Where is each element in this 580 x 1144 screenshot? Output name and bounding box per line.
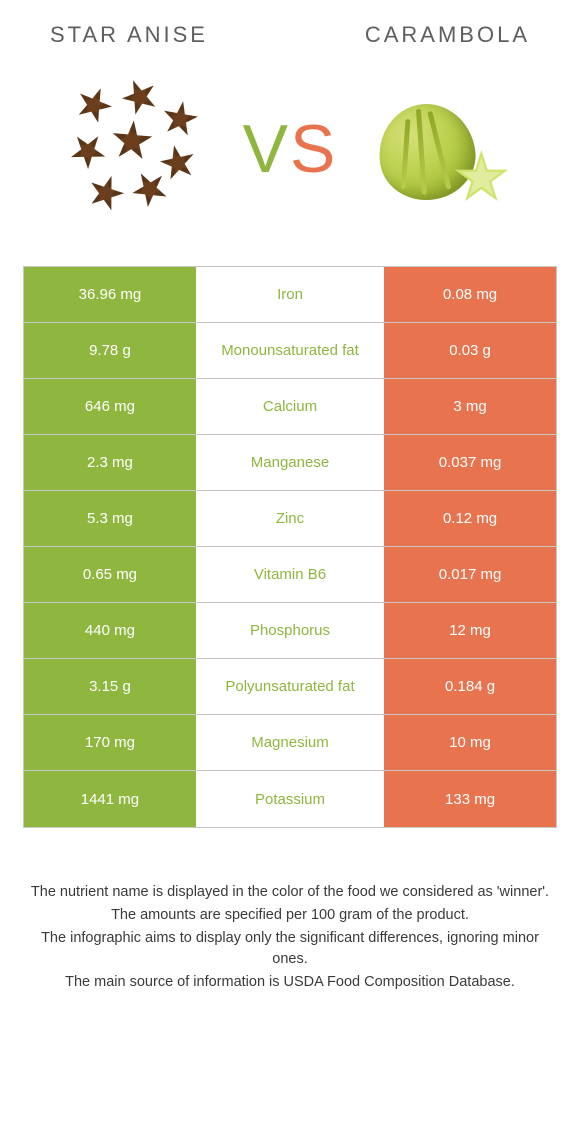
right-value-cell: 0.037 mg [384, 435, 555, 490]
right-value-cell: 0.08 mg [384, 267, 555, 322]
right-value-cell: 10 mg [384, 715, 555, 770]
table-row: 2.3 mgManganese0.037 mg [24, 435, 556, 491]
left-value-cell: 170 mg [24, 715, 195, 770]
left-food-title: Star anise [50, 22, 208, 48]
table-row: 5.3 mgZinc0.12 mg [24, 491, 556, 547]
nutrient-name-cell: Iron [196, 267, 385, 322]
nutrient-name-cell: Vitamin B6 [196, 547, 385, 602]
table-row: 170 mgMagnesium10 mg [24, 715, 556, 771]
footnote-line: The infographic aims to display only the… [24, 928, 556, 970]
infographic-root: Star anise Carambola VS [0, 0, 580, 1015]
vs-label: VS [243, 110, 338, 188]
title-row: Star anise Carambola [0, 0, 580, 56]
right-value-cell: 0.12 mg [384, 491, 555, 546]
nutrient-name-cell: Phosphorus [196, 603, 385, 658]
star-anise-icon [65, 74, 215, 224]
table-row: 440 mgPhosphorus12 mg [24, 603, 556, 659]
right-food-image [355, 64, 525, 234]
right-value-cell: 12 mg [384, 603, 555, 658]
left-value-cell: 1441 mg [24, 771, 195, 827]
nutrient-name-cell: Magnesium [196, 715, 385, 770]
nutrient-name-cell: Potassium [196, 771, 385, 827]
nutrient-name-cell: Calcium [196, 379, 385, 434]
table-row: 1441 mgPotassium133 mg [24, 771, 556, 827]
table-row: 36.96 mgIron0.08 mg [24, 267, 556, 323]
right-value-cell: 0.184 g [384, 659, 555, 714]
table-row: 3.15 gPolyunsaturated fat0.184 g [24, 659, 556, 715]
vs-v: V [243, 111, 290, 187]
right-value-cell: 3 mg [384, 379, 555, 434]
vs-s: S [290, 111, 337, 187]
nutrient-table: 36.96 mgIron0.08 mg9.78 gMonounsaturated… [23, 266, 557, 828]
footnote-line: The main source of information is USDA F… [24, 972, 556, 993]
carambola-icon [365, 74, 515, 224]
left-value-cell: 3.15 g [24, 659, 195, 714]
table-row: 646 mgCalcium3 mg [24, 379, 556, 435]
footnotes: The nutrient name is displayed in the co… [0, 828, 580, 1015]
right-value-cell: 0.03 g [384, 323, 555, 378]
left-value-cell: 646 mg [24, 379, 195, 434]
left-value-cell: 5.3 mg [24, 491, 195, 546]
footnote-line: The nutrient name is displayed in the co… [24, 882, 556, 903]
right-food-title: Carambola [365, 22, 530, 48]
nutrient-name-cell: Polyunsaturated fat [196, 659, 385, 714]
left-food-image [55, 64, 225, 234]
right-value-cell: 0.017 mg [384, 547, 555, 602]
left-value-cell: 9.78 g [24, 323, 195, 378]
left-value-cell: 2.3 mg [24, 435, 195, 490]
left-value-cell: 36.96 mg [24, 267, 195, 322]
footnote-line: The amounts are specified per 100 gram o… [24, 905, 556, 926]
right-value-cell: 133 mg [384, 771, 555, 827]
left-value-cell: 0.65 mg [24, 547, 195, 602]
nutrient-name-cell: Manganese [196, 435, 385, 490]
left-value-cell: 440 mg [24, 603, 195, 658]
nutrient-name-cell: Zinc [196, 491, 385, 546]
nutrient-name-cell: Monounsaturated fat [196, 323, 385, 378]
hero-row: VS [0, 56, 580, 266]
table-row: 0.65 mgVitamin B60.017 mg [24, 547, 556, 603]
table-row: 9.78 gMonounsaturated fat0.03 g [24, 323, 556, 379]
